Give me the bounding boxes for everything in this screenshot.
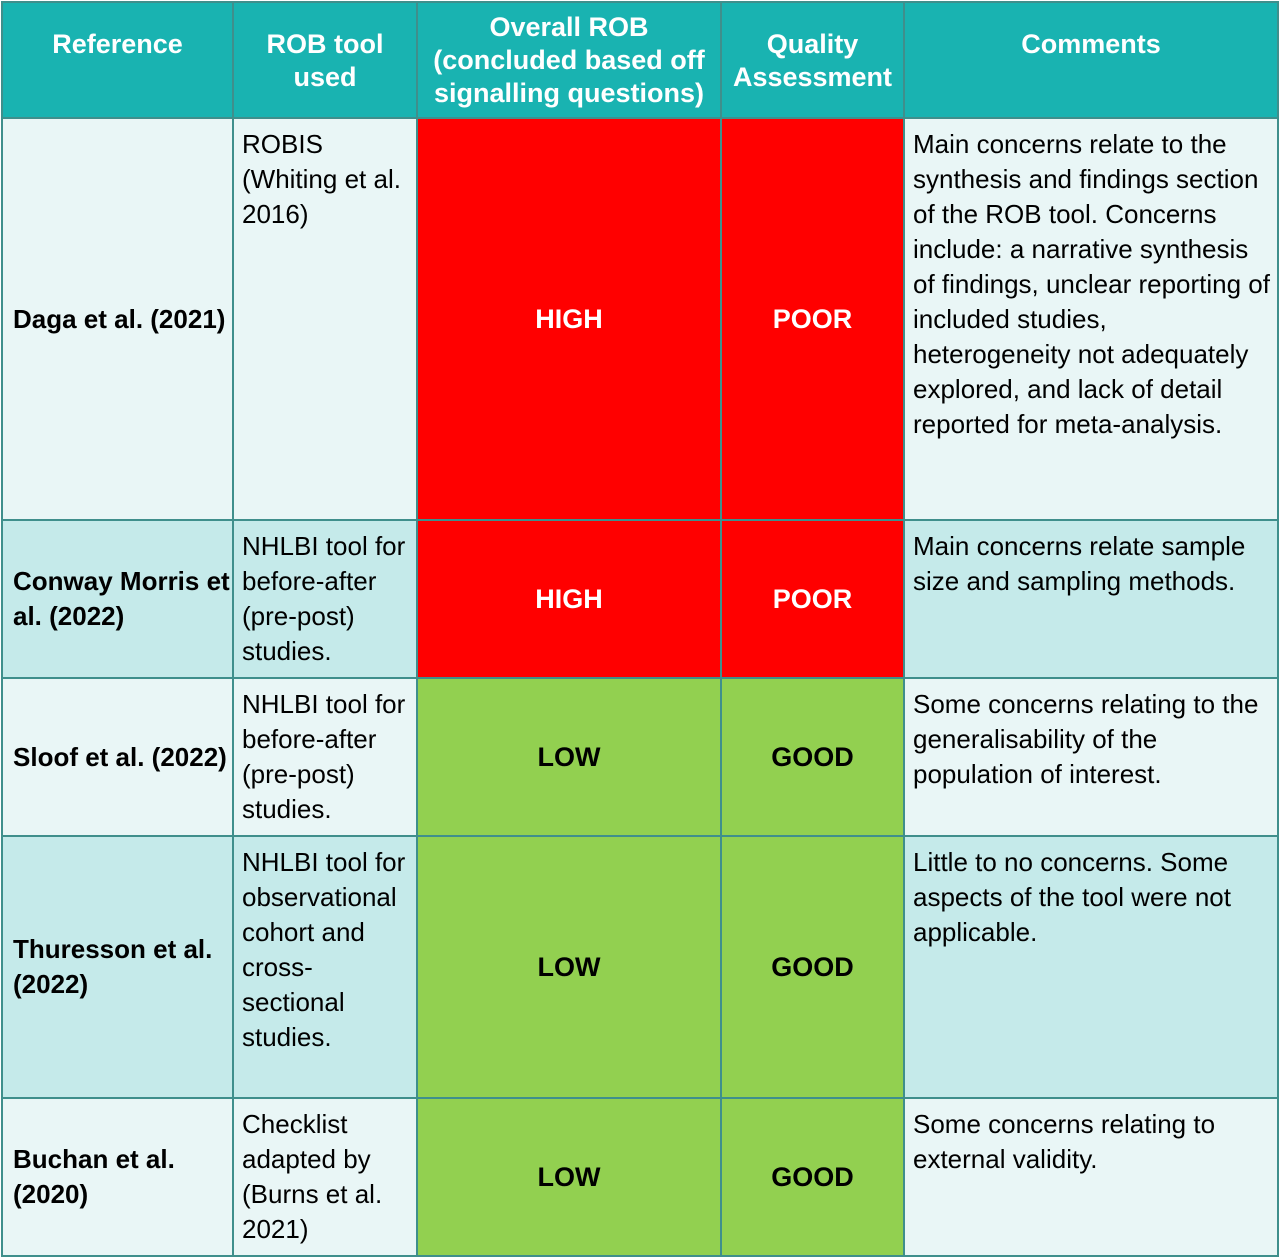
comments-cell: Some concerns relating to the generalisa… — [903, 677, 1279, 837]
comments-cell: Main concerns relate sample size and sam… — [903, 519, 1279, 679]
overall-rob-badge: LOW — [416, 1097, 722, 1257]
comments-cell: Main concerns relate to the synthesis an… — [903, 117, 1279, 521]
table-row: Daga et al. (2021) ROBIS (Whiting et al.… — [1, 117, 1279, 521]
header-rob-tool: ROB tool used — [232, 1, 418, 119]
table-row: Sloof et al. (2022) NHLBI tool for befor… — [1, 677, 1279, 837]
quality-badge: GOOD — [720, 677, 905, 837]
overall-rob-badge: HIGH — [416, 519, 722, 679]
overall-rob-badge: HIGH — [416, 117, 722, 521]
header-reference: Reference — [1, 1, 234, 119]
tool-cell: Checklist adapted by (Burns et al. 2021) — [232, 1097, 418, 1257]
table-row: Buchan et al. (2020) Checklist adapted b… — [1, 1097, 1279, 1257]
comments-cell: Some concerns relating to external valid… — [903, 1097, 1279, 1257]
reference-cell: Sloof et al. (2022) — [1, 677, 234, 837]
table-row: Thuresson et al. (2022) NHLBI tool for o… — [1, 835, 1279, 1099]
header-quality-assessment: Quality Assessment — [720, 1, 905, 119]
tool-cell: NHLBI tool for before-after (pre-post) s… — [232, 677, 418, 837]
comments-cell: Little to no concerns. Some aspects of t… — [903, 835, 1279, 1099]
reference-cell: Buchan et al. (2020) — [1, 1097, 234, 1257]
tool-cell: ROBIS (Whiting et al. 2016) — [232, 117, 418, 521]
header-overall-rob: Overall ROB (concluded based off signall… — [416, 1, 722, 119]
overall-rob-badge: LOW — [416, 677, 722, 837]
overall-rob-badge: LOW — [416, 835, 722, 1099]
reference-cell: Thuresson et al. (2022) — [1, 835, 234, 1099]
table-row: Conway Morris et al. (2022) NHLBI tool f… — [1, 519, 1279, 679]
header-comments: Comments — [903, 1, 1279, 119]
reference-cell: Daga et al. (2021) — [1, 117, 234, 521]
quality-badge: POOR — [720, 519, 905, 679]
reference-cell: Conway Morris et al. (2022) — [1, 519, 234, 679]
tool-cell: NHLBI tool for observational cohort and … — [232, 835, 418, 1099]
quality-badge: POOR — [720, 117, 905, 521]
header-row: Reference ROB tool used Overall ROB (con… — [1, 1, 1279, 119]
tool-cell: NHLBI tool for before-after (pre-post) s… — [232, 519, 418, 679]
quality-badge: GOOD — [720, 835, 905, 1099]
quality-badge: GOOD — [720, 1097, 905, 1257]
